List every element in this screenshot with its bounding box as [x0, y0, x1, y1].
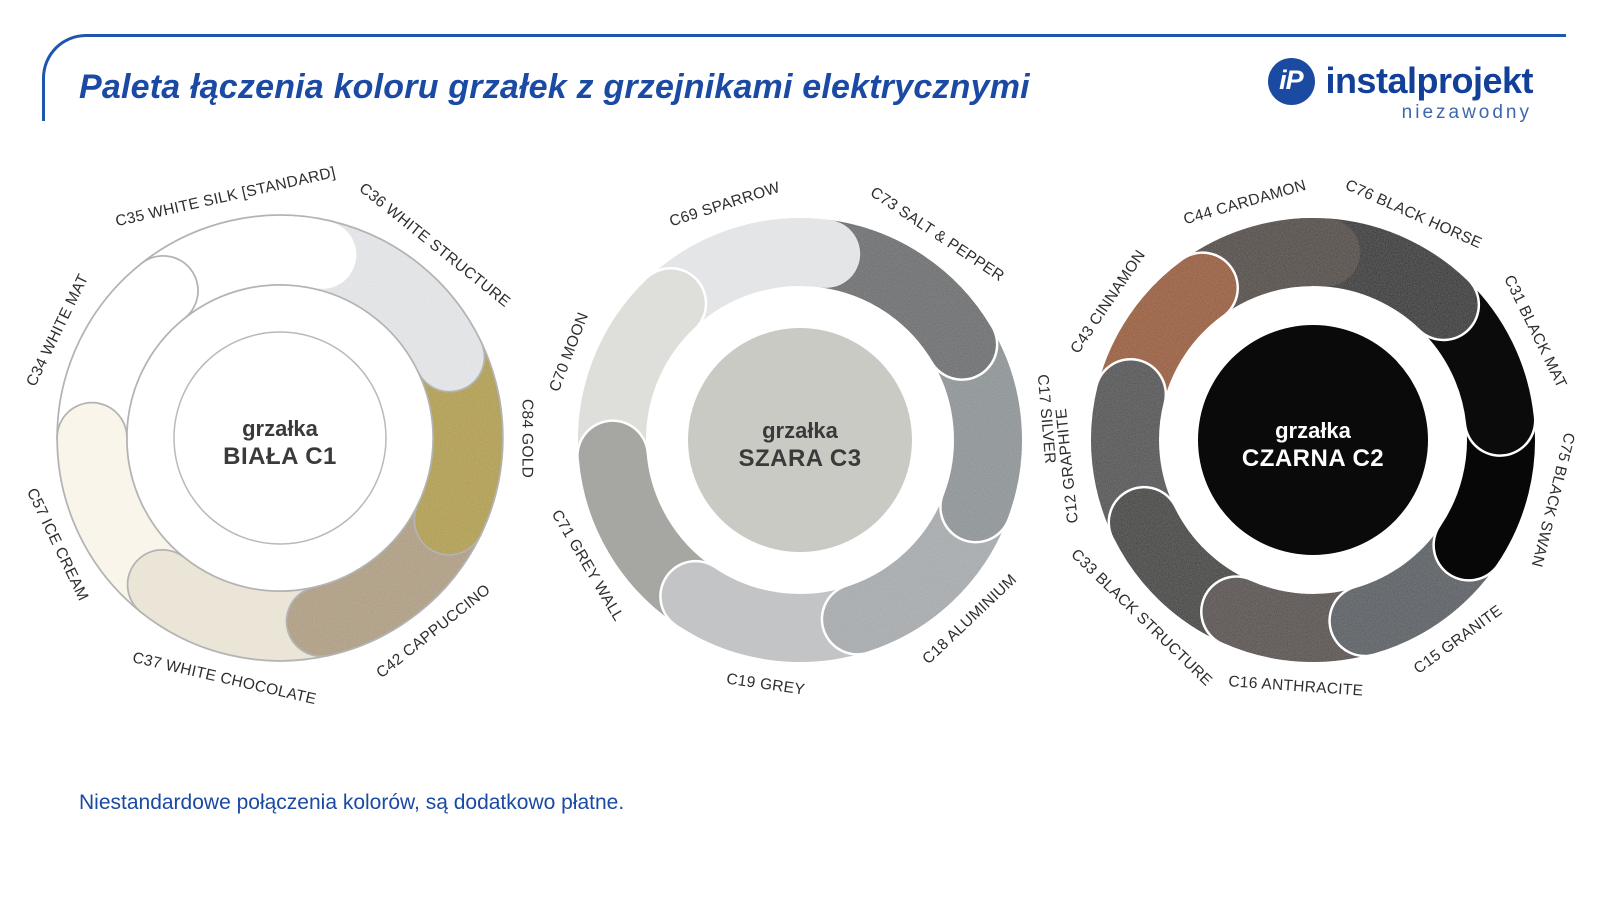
- brand-logo-monogram: iP: [1279, 64, 1303, 95]
- center-label-grzalka-szara-c3: grzałka SZARA C3: [738, 418, 861, 472]
- segment-endcap-c35-white-silk-standard: [255, 216, 357, 289]
- segment-label-c19-grey: C19 GREY: [725, 671, 806, 699]
- center-disc-grzalka-szara-c3: [688, 328, 912, 552]
- brand-logo-icon: iP: [1268, 57, 1316, 105]
- footer-note: Niestandardowe połączenia kolorów, są do…: [79, 791, 625, 814]
- segment-label-c84-gold: C84 GOLD: [518, 399, 535, 478]
- brand-tagline: niezawodny: [1401, 102, 1532, 123]
- page-title: Paleta łączenia koloru grzałek z grzejni…: [79, 68, 1030, 106]
- segment-label-c16-anthracite: C16 ANTHRACITE: [1228, 673, 1364, 699]
- brand-logo: iP instalprojekt: [1268, 57, 1533, 105]
- center-label-grzalka-biala-c1: grzałka BIAŁA C1: [223, 416, 337, 470]
- segment-label-c12-graphite: C12 GRAPHITE: [1053, 407, 1082, 524]
- brand-name: instalprojekt: [1325, 60, 1533, 101]
- center-label-grzalka-czarna-c2: grzałka CZARNA C2: [1242, 418, 1384, 472]
- center-disc-grzalka-czarna-c2: [1198, 325, 1428, 555]
- segment-endcap-c44-cardamon: [1259, 218, 1361, 288]
- center-disc-grzalka-biala-c1: [173, 331, 387, 545]
- segment-endcap-c69-sparrow: [759, 218, 861, 288]
